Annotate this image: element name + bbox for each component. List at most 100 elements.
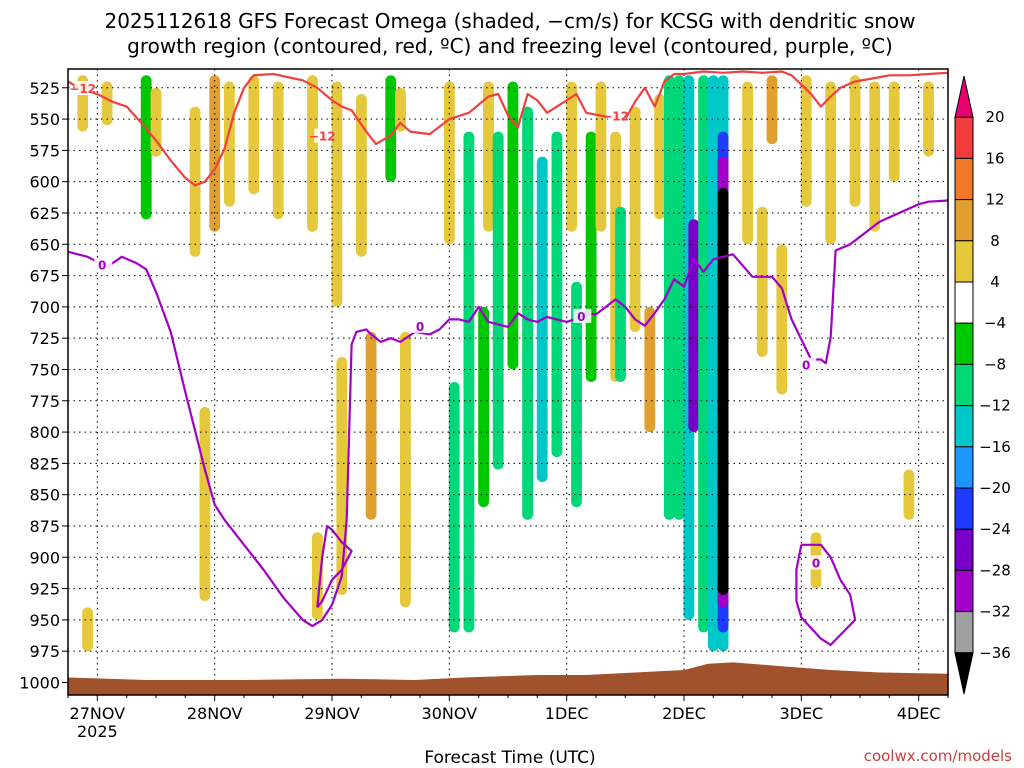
omega-cell <box>224 81 235 207</box>
omega-cell <box>903 469 915 520</box>
y-tick-label: 925 <box>29 580 60 599</box>
dgz-contour-label: −12 <box>602 110 629 124</box>
y-tick-label: 875 <box>29 517 60 536</box>
colorbar-label: −28 <box>979 561 1011 579</box>
omega-cell <box>150 87 162 157</box>
colorbar-segment <box>954 281 974 324</box>
omega-cell <box>492 131 504 470</box>
omega-cell <box>365 331 377 520</box>
colorbar-label: −8 <box>984 355 1006 373</box>
omega-cell <box>307 75 318 232</box>
omega-cell <box>248 75 260 195</box>
x-tick-label: 28NOV <box>187 704 243 723</box>
colorbar-segment <box>954 446 974 489</box>
omega-cell <box>551 131 563 458</box>
omega-cell <box>888 81 900 182</box>
colorbar-segment <box>954 116 974 159</box>
colorbar-label: 20 <box>985 108 1004 126</box>
colorbar-segment <box>954 363 974 407</box>
colorbar-bottom-arrow <box>954 652 974 695</box>
omega-cell <box>312 532 323 620</box>
omega-cell <box>869 81 881 232</box>
x-tick-label: 27NOV <box>70 704 126 723</box>
y-tick-label: 975 <box>29 642 60 661</box>
y-tick-label: 800 <box>29 423 60 442</box>
freezing-contour-label-bg <box>808 555 826 570</box>
omega-cell <box>522 106 533 520</box>
omega-cell <box>483 81 494 232</box>
y-tick-label: 700 <box>29 298 60 317</box>
dgz-contour-label: −12 <box>309 130 336 144</box>
freezing-contour-label: 0 <box>98 259 106 273</box>
omega-cell <box>698 75 709 633</box>
y-tick-label: 850 <box>29 486 60 505</box>
freezing-level-loop <box>316 524 353 609</box>
colorbar-label: −32 <box>979 603 1011 621</box>
colorbar-segment <box>954 487 974 530</box>
omega-cell <box>776 244 788 395</box>
freezing-contour-label: 0 <box>577 310 585 324</box>
colorbar: 20 16 12 8 4 −4 −8 −12 −16 −20 −24 −28 −32 −36 <box>954 75 1011 695</box>
freezing-level-loop <box>795 543 857 646</box>
y-tick-label: 725 <box>29 329 60 348</box>
y-tick-label: 1000 <box>19 673 60 692</box>
freezing-contour-label: 0 <box>812 557 820 571</box>
y-tick-label: 825 <box>29 454 60 473</box>
omega-cell <box>385 75 397 182</box>
x-tick-label: 30NOV <box>422 704 478 723</box>
y-tick-label: 650 <box>29 235 60 254</box>
colorbar-label: 4 <box>990 273 1000 291</box>
freezing-contour-label: 0 <box>802 359 810 373</box>
omega-cell <box>82 607 93 652</box>
colorbar-label: −4 <box>984 314 1006 332</box>
colorbar-segment <box>954 157 974 201</box>
dgz-contour-label-bg <box>607 108 626 123</box>
omega-cell <box>849 75 861 207</box>
omega-cell <box>400 331 411 608</box>
x-tick-sublabel: 2025 <box>77 722 118 741</box>
chart-title-line1: 2025112618 GFS Forecast Omega (shaded, −… <box>104 9 915 33</box>
contours: −12 −12 −12 0 0 0 0 0 <box>68 70 948 646</box>
y-tick-label: 550 <box>29 110 60 129</box>
freezing-contour-label: 0 <box>416 320 424 334</box>
colorbar-label: −36 <box>979 644 1011 662</box>
colorbar-label: −24 <box>979 520 1011 538</box>
omega-cell <box>331 81 343 307</box>
colorbar-label: −16 <box>979 438 1011 456</box>
y-axis: 525 550 575 600 625 650 675 700 725 750 775 800 825 8… <box>19 79 68 692</box>
dgz-contour-label-bg <box>74 81 93 96</box>
omega-cell <box>507 81 519 370</box>
x-tick-label: 4DEC <box>897 704 941 723</box>
omega-cell <box>923 81 934 157</box>
dgz-contour-label: −12 <box>69 82 96 96</box>
omega-cell <box>585 131 597 382</box>
omega-cell <box>140 75 152 220</box>
colorbar-segment <box>954 569 974 613</box>
ground-fill <box>68 662 948 695</box>
freezing-contour-label-bg <box>573 308 592 323</box>
omega-cell <box>664 75 675 520</box>
x-axis-label: Forecast Time (UTC) <box>424 748 595 768</box>
colorbar-segment <box>954 240 974 283</box>
omega-cell <box>654 94 665 220</box>
credit-link[interactable]: coolwx.com/models <box>864 747 1012 765</box>
chart-title-line2: growth region (contoured, red, ºC) and f… <box>127 34 893 58</box>
omega-cell <box>595 81 607 232</box>
freezing-contour-label-bg <box>412 318 430 333</box>
freezing-contour-label-bg <box>798 357 817 372</box>
omega-cell <box>615 206 626 382</box>
ground-terrain <box>68 662 948 695</box>
omega-cell <box>566 81 577 232</box>
omega-cell <box>800 75 812 207</box>
colorbar-segment <box>954 322 974 365</box>
x-tick-label: 29NOV <box>304 704 360 723</box>
omega-cell <box>742 81 753 245</box>
omega-cell <box>571 281 582 508</box>
omega-cell <box>448 382 460 633</box>
omega-cell <box>644 306 656 433</box>
colorbar-segment <box>954 199 974 242</box>
colorbar-segment <box>954 528 974 571</box>
y-tick-label: 675 <box>29 267 60 286</box>
y-tick-label: 625 <box>29 204 60 223</box>
